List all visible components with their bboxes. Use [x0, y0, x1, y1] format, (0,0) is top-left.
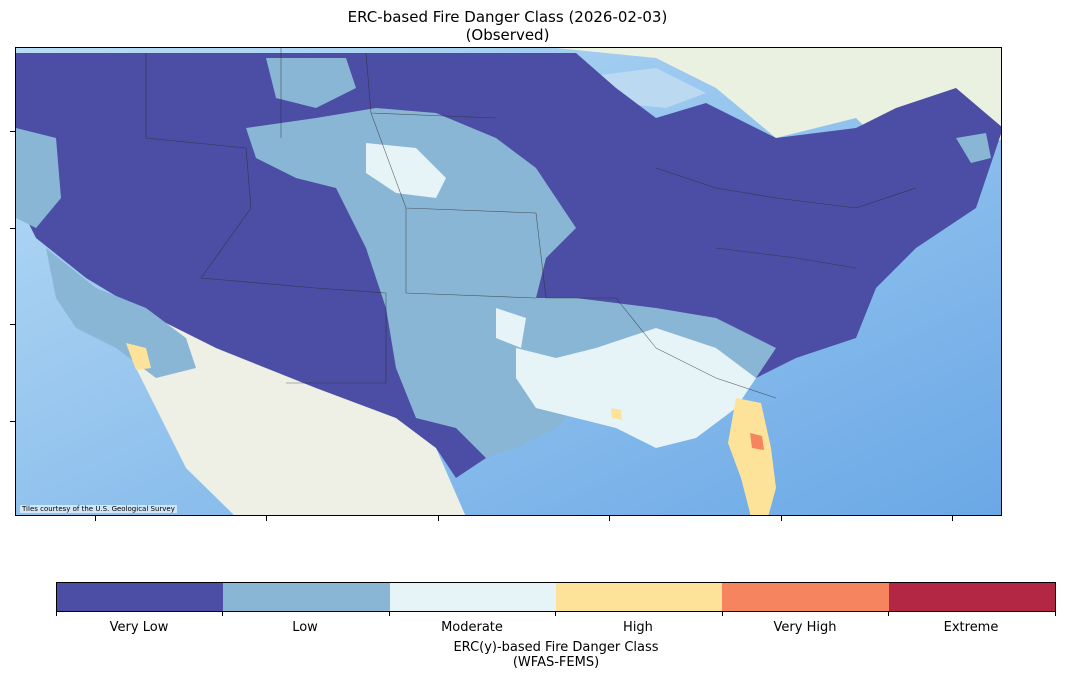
high-region-florida — [728, 398, 776, 515]
colorbar-title: ERC(y)-based Fire Danger Class (WFAS-FEM… — [56, 640, 1056, 670]
colorbar-very-low — [57, 583, 224, 611]
bottom-axis-tick — [952, 516, 953, 521]
colorbar-label-high: High — [623, 620, 653, 635]
colorbar-tick — [222, 612, 223, 616]
title-line-1: ERC-based Fire Danger Class (2026-02-03) — [347, 8, 668, 26]
state-boundaries — [145, 48, 917, 399]
colorbar-extreme — [888, 583, 1055, 611]
low-region-west-coast — [16, 128, 61, 228]
title-line-2: (Observed) — [465, 26, 550, 44]
colorbar — [56, 582, 1056, 612]
colorbar-moderate — [389, 583, 556, 611]
colorbar-tick — [555, 612, 556, 616]
colorbar-label-low: Low — [292, 620, 318, 635]
moderate-region-southeast — [516, 328, 756, 448]
bottom-axis-tick — [95, 516, 96, 521]
colorbar-tick — [389, 612, 390, 616]
colorbar-tick — [56, 612, 57, 616]
colorbar-title-line-2: (WFAS-FEMS) — [512, 655, 600, 670]
bottom-axis-tick — [781, 516, 782, 521]
moderate-region-plains — [366, 143, 446, 198]
canada-land — [16, 48, 1001, 168]
high-region-socal — [126, 343, 151, 370]
low-region-northeast — [956, 133, 991, 163]
colorbar-label-very-high: Very High — [773, 620, 837, 635]
left-axis-tick — [10, 324, 15, 325]
colorbar-title-line-1: ERC(y)-based Fire Danger Class — [453, 640, 659, 655]
colorbar-tick — [1055, 612, 1056, 616]
colorbar-tick — [722, 612, 723, 616]
low-region-southwest — [46, 248, 196, 378]
bottom-axis-tick — [266, 516, 267, 521]
bottom-axis-tick — [438, 516, 439, 521]
mexico-land — [126, 298, 466, 515]
colorbar-low — [223, 583, 390, 611]
fire-danger-map[interactable]: Tiles courtesy of the U.S. Geological Su… — [15, 47, 1002, 516]
colorbar-very-high — [722, 583, 889, 611]
map-attribution: Tiles courtesy of the U.S. Geological Su… — [20, 505, 177, 513]
map-canvas — [16, 48, 1001, 515]
colorbar-high — [555, 583, 723, 611]
bottom-axis-tick — [609, 516, 610, 521]
colorbar-label-moderate: Moderate — [441, 620, 503, 635]
left-axis-tick — [10, 131, 15, 132]
left-axis-tick — [10, 421, 15, 422]
left-axis-tick — [10, 228, 15, 229]
colorbar-label-extreme: Extreme — [943, 620, 999, 635]
colorbar-tick — [888, 612, 889, 616]
high-region-gulf — [611, 408, 622, 420]
very-high-region-florida — [750, 433, 764, 450]
chart-title: ERC-based Fire Danger Class (2026-02-03)… — [0, 8, 1015, 44]
colorbar-label-very-low: Very Low — [109, 620, 169, 635]
low-region-central — [246, 108, 776, 458]
low-region-north — [266, 58, 356, 108]
moderate-region-texas — [496, 308, 526, 348]
